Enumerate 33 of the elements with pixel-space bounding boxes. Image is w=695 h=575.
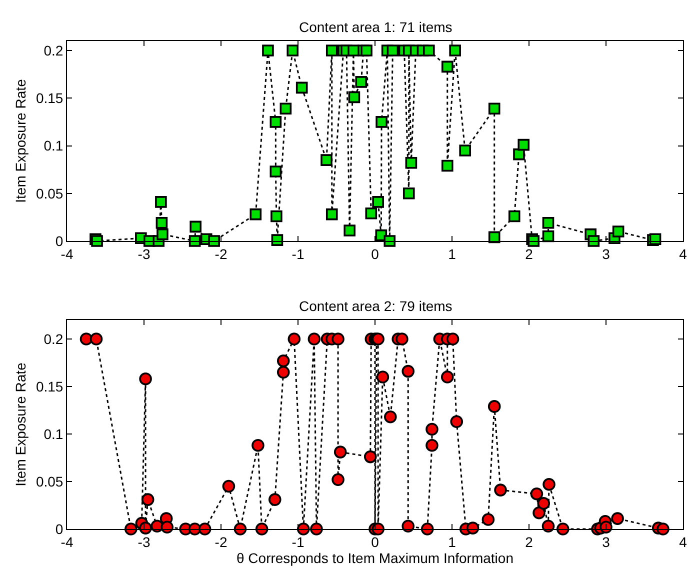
x-tick-label: -4 <box>60 246 74 262</box>
x-tick-label: 2 <box>525 534 534 550</box>
x-tick-label: 4 <box>679 246 688 262</box>
chart-title: Content area 1: 71 items <box>299 19 452 35</box>
x-axis-title: θ Corresponds to Item Maximum Information <box>236 550 514 566</box>
y-tick-label: 0.15 <box>36 378 64 394</box>
x-tick-label: -2 <box>214 246 228 262</box>
x-tick-label: 1 <box>448 246 456 262</box>
x-tick-label: 0 <box>371 534 380 550</box>
x-tick-label: -1 <box>292 246 304 262</box>
x-tick-label: 2 <box>525 246 534 262</box>
x-tick-label: -3 <box>138 534 150 550</box>
x-tick-label: 3 <box>602 534 610 550</box>
x-tick-label: -4 <box>60 534 74 550</box>
y-tick-label: 0.1 <box>44 426 64 442</box>
x-tick-label: 1 <box>448 534 456 550</box>
y-axis-title: Item Exposure Rate <box>12 78 29 203</box>
x-tick-label: -1 <box>292 534 304 550</box>
y-tick-label: 0.2 <box>44 42 64 58</box>
chart-title: Content area 2: 79 items <box>299 298 452 314</box>
y-tick-label: 0.05 <box>36 473 64 490</box>
x-tick-label: 0 <box>371 246 380 262</box>
y-tick-label: 0.1 <box>44 138 64 154</box>
y-tick-label: 0 <box>55 232 64 249</box>
y-axis-title: Item Exposure Rate <box>12 362 29 486</box>
x-tick-label: -2 <box>214 534 228 550</box>
y-tick-label: 0.05 <box>36 185 64 202</box>
x-tick-label: 4 <box>679 534 688 550</box>
x-tick-label: 3 <box>602 246 610 262</box>
y-tick-label: 0.2 <box>44 330 64 347</box>
x-tick-label: -3 <box>138 246 150 262</box>
y-tick-label: 0 <box>55 520 64 537</box>
y-tick-label: 0.15 <box>36 90 64 106</box>
